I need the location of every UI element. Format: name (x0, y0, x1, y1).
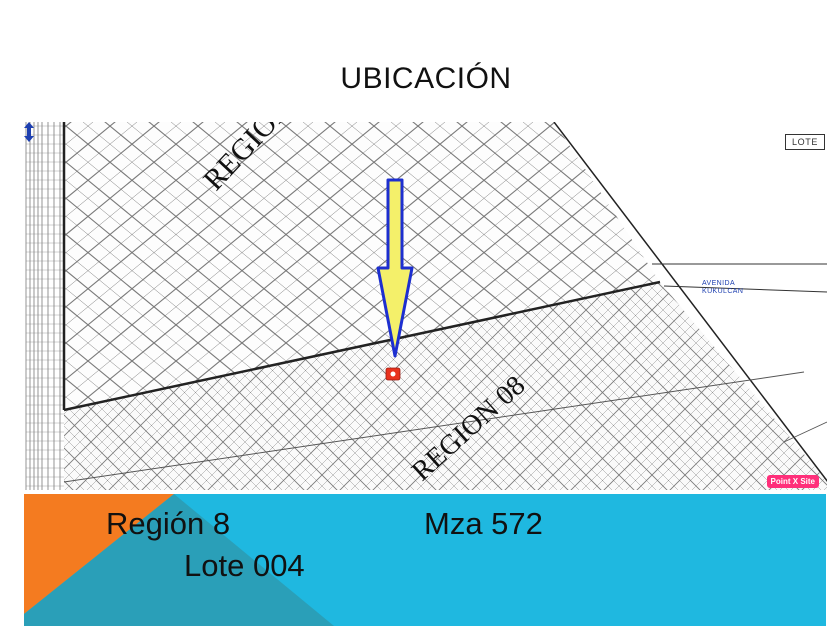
banner-teal-shape (24, 494, 334, 626)
avenue-label: AVENIDA KUKULCAN (702, 280, 743, 296)
watermark-badge: Point X Site (766, 475, 819, 488)
map-canvas: REGION REGION 08 (25, 122, 827, 490)
double-arrow-icon (24, 122, 34, 142)
avenue-label-line1: AVENIDA (702, 280, 736, 287)
banner-shapes (24, 494, 334, 626)
road-line (783, 421, 827, 443)
street-line (63, 371, 805, 483)
region-value: Región 8 (106, 506, 231, 541)
region-east-boundary (553, 122, 827, 483)
legend-lote-box: LOTE (785, 134, 825, 150)
avenue-label-line2: KUKULCAN (702, 288, 744, 295)
info-banner: Región 8 Mza 572 Lote 004 (24, 494, 826, 626)
lote-value: Lote 004 (184, 548, 305, 583)
location-arrow-icon (376, 178, 414, 358)
location-map: REGION REGION 08 LOTE AVENIDA KUKULCAN P… (24, 122, 827, 490)
avenue-line-lower (663, 285, 827, 293)
page-title: UBICACIÓN (340, 62, 512, 95)
region-boundary-line (63, 280, 661, 412)
map-left-strip (25, 122, 64, 490)
lot-marker-dot (390, 371, 396, 377)
manzana-value: Mza 572 (424, 506, 543, 541)
